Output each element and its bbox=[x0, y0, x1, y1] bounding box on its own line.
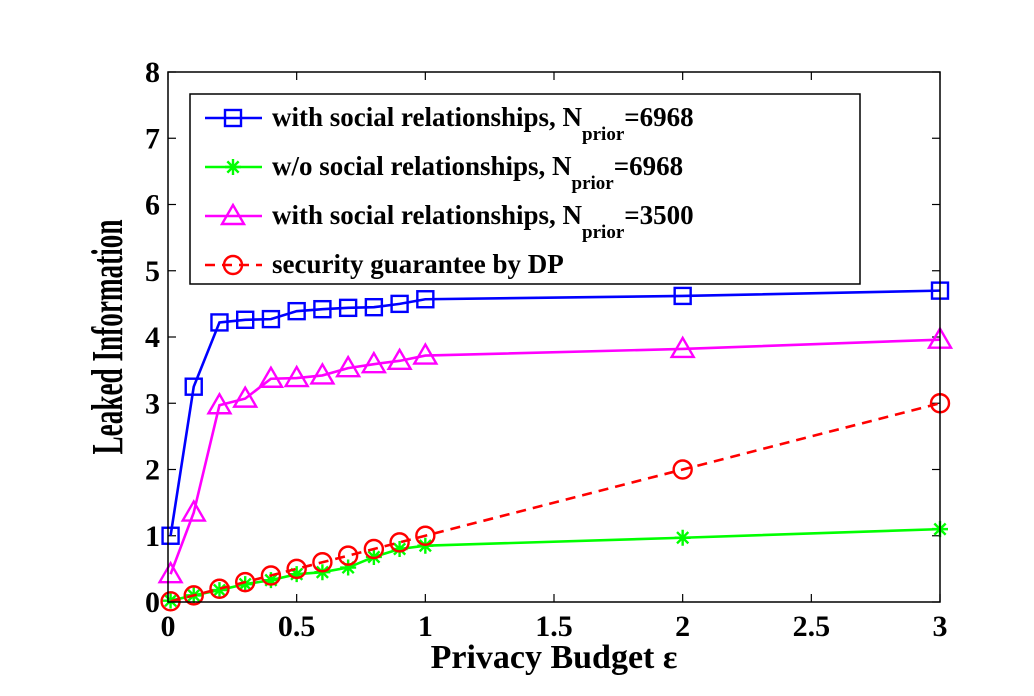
data-point bbox=[288, 566, 305, 583]
legend-label: with social relationships, Nprior=6968 bbox=[272, 102, 694, 145]
data-point bbox=[234, 571, 256, 593]
data-point bbox=[309, 362, 336, 385]
data-point bbox=[337, 545, 359, 566]
legend-label: with social relationships, Nprior=3500 bbox=[272, 200, 694, 243]
y-tick-label: 4 bbox=[145, 321, 160, 354]
data-point bbox=[262, 572, 279, 589]
data-point bbox=[340, 559, 357, 576]
legend-marker bbox=[223, 108, 243, 128]
data-point bbox=[260, 565, 282, 586]
data-point bbox=[206, 391, 233, 415]
data-point bbox=[669, 335, 696, 359]
series-2 bbox=[162, 521, 948, 609]
y-tick-label: 0 bbox=[145, 586, 160, 619]
data-point bbox=[672, 459, 693, 480]
legend-marker bbox=[222, 254, 244, 276]
x-tick-label: 2 bbox=[675, 610, 690, 643]
plot-frame bbox=[167, 71, 941, 603]
series-line bbox=[170, 527, 941, 602]
series-3 bbox=[157, 326, 954, 584]
data-point bbox=[232, 385, 259, 408]
data-point bbox=[386, 347, 413, 371]
y-tick-label: 6 bbox=[145, 189, 160, 222]
y-tick-label: 2 bbox=[145, 454, 160, 487]
data-point bbox=[360, 350, 387, 374]
legend-entry-3: with social relationships, Nprior=3500 bbox=[205, 200, 694, 243]
data-point bbox=[416, 290, 435, 309]
data-point bbox=[391, 541, 408, 557]
data-point bbox=[335, 354, 362, 378]
data-point bbox=[237, 576, 254, 593]
y-axis-label: Leaked Information bbox=[82, 220, 131, 455]
x-tick-label: 3 bbox=[933, 610, 948, 643]
data-point bbox=[364, 297, 384, 317]
legend-entry-1: with social relationships, Nprior=6968 bbox=[205, 102, 694, 145]
data-point bbox=[338, 298, 358, 318]
legend-marker bbox=[225, 159, 241, 175]
data-point bbox=[235, 310, 255, 329]
y-tick-label: 1 bbox=[145, 520, 160, 553]
legend-label: w/o social relationships, Nprior=6968 bbox=[272, 151, 683, 194]
legend-box bbox=[189, 93, 861, 285]
data-point bbox=[363, 538, 385, 560]
data-point bbox=[161, 526, 180, 545]
data-point bbox=[209, 578, 230, 599]
data-point bbox=[283, 364, 310, 388]
x-tick-label: 1 bbox=[418, 610, 433, 643]
data-point bbox=[674, 529, 691, 546]
x-tick-label: 0.5 bbox=[278, 610, 316, 643]
legend-marker bbox=[219, 202, 247, 226]
y-tick-label: 5 bbox=[145, 255, 160, 288]
data-point bbox=[210, 313, 229, 332]
x-axis-label: Privacy Budget ε bbox=[431, 639, 678, 676]
data-point bbox=[211, 582, 228, 599]
legend: with social relationships, Nprior=6968 w/… bbox=[189, 93, 861, 285]
data-point bbox=[183, 585, 204, 606]
data-point bbox=[257, 365, 285, 388]
data-point bbox=[389, 532, 410, 553]
series-1 bbox=[161, 281, 950, 545]
x-tick-label: 0 bbox=[161, 610, 176, 643]
data-point bbox=[157, 560, 184, 584]
x-tick-label: 1.5 bbox=[535, 610, 573, 643]
data-point bbox=[184, 377, 203, 396]
y-tick-label: 7 bbox=[145, 122, 160, 155]
series-line bbox=[169, 289, 941, 536]
y-tick-label: 8 bbox=[145, 56, 160, 89]
ticks-layer: 0 0.5 1 1.5 2 2.5 3 0 1 2 3 4 5 6 7 8 bbox=[145, 56, 948, 643]
legend-entries: with social relationships, Nprior=6968 w/… bbox=[205, 102, 694, 279]
series-line bbox=[169, 338, 941, 575]
series-4 bbox=[160, 393, 951, 612]
series-layer bbox=[157, 281, 954, 612]
data-point bbox=[180, 499, 207, 522]
x-tick-label: 2.5 bbox=[793, 610, 831, 643]
series-line bbox=[170, 401, 941, 603]
data-point bbox=[673, 286, 692, 306]
data-point bbox=[412, 342, 439, 365]
legend-entry-2: w/o social relationships, Nprior=6968 bbox=[205, 151, 683, 194]
data-point bbox=[390, 294, 409, 314]
data-point bbox=[415, 525, 436, 546]
data-point bbox=[287, 301, 306, 321]
data-point bbox=[286, 558, 307, 580]
y-tick-label: 3 bbox=[145, 387, 160, 420]
legend-label: security guarantee by DP bbox=[272, 249, 564, 279]
data-point bbox=[312, 552, 333, 573]
legend-entry-4: security guarantee by DP bbox=[205, 249, 564, 279]
data-point bbox=[261, 309, 281, 329]
data-point bbox=[313, 299, 332, 319]
